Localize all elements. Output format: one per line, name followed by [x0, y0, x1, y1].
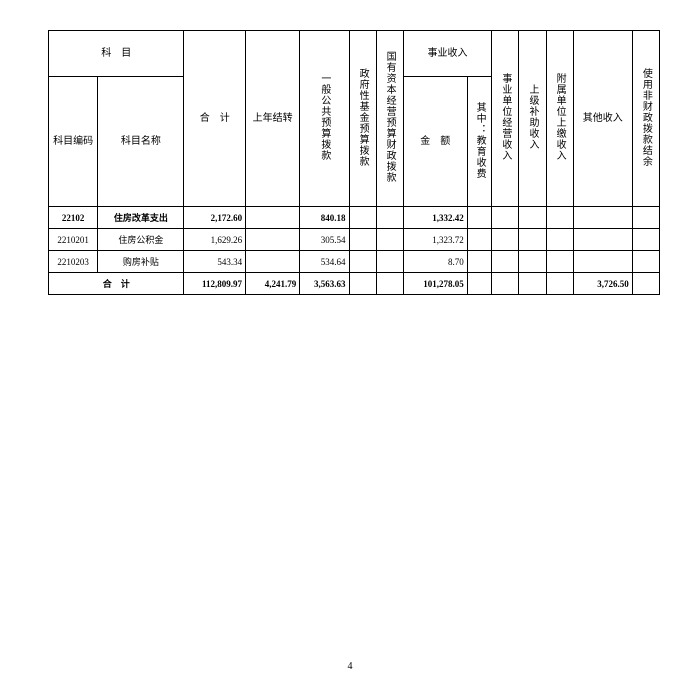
- cell-sup: [519, 273, 546, 295]
- cell-gen: 534.64: [300, 251, 349, 273]
- cell-amt: 8.70: [403, 251, 467, 273]
- col-amount: 金 额: [403, 77, 467, 207]
- cell-aff: [546, 207, 573, 229]
- cell-name: 住房改革支出: [98, 207, 184, 229]
- cell-gen: 305.54: [300, 229, 349, 251]
- cell-code: 22102: [49, 207, 98, 229]
- cell-gov: [349, 273, 376, 295]
- cell-name: 购房补贴: [98, 251, 184, 273]
- cell-total: 1,629.26: [184, 229, 246, 251]
- col-total: 合 计: [184, 31, 246, 207]
- cell-gen: 3,563.63: [300, 273, 349, 295]
- document-page: 科 目 合 计 上年结转 一般公共预算拨款 政府性基金预算拨款 国有资本经营预算…: [0, 0, 700, 295]
- cell-prev: [246, 251, 300, 273]
- cell-oth: [573, 251, 632, 273]
- cell-aff: [546, 273, 573, 295]
- cell-sup: [519, 207, 546, 229]
- cell-oth: [573, 207, 632, 229]
- cell-cap: [376, 229, 403, 251]
- cell-unit: [492, 229, 519, 251]
- cell-total: 2,172.60: [184, 207, 246, 229]
- col-superior-aid: 上级补助收入: [519, 31, 546, 207]
- cell-gov: [349, 207, 376, 229]
- cell-unit: [492, 273, 519, 295]
- col-state-capital: 国有资本经营预算财政拨款: [376, 31, 403, 207]
- cell-total: 112,809.97: [184, 273, 246, 295]
- cell-aff: [546, 251, 573, 273]
- cell-code: 2210203: [49, 251, 98, 273]
- cell-unit: [492, 207, 519, 229]
- cell-total-label: 合 计: [49, 273, 184, 295]
- table-row: 22102 住房改革支出 2,172.60 840.18 1,332.42: [49, 207, 660, 229]
- cell-non: [632, 273, 659, 295]
- col-general-budget: 一般公共预算拨款: [300, 31, 349, 207]
- page-number: 4: [0, 661, 700, 672]
- col-unit-biz: 事业单位经营收入: [492, 31, 519, 207]
- cell-non: [632, 229, 659, 251]
- cell-aff: [546, 229, 573, 251]
- col-other-income: 其他收入: [573, 31, 632, 207]
- col-prev-carry: 上年结转: [246, 31, 300, 207]
- cell-amt: 1,332.42: [403, 207, 467, 229]
- cell-gov: [349, 229, 376, 251]
- cell-total: 543.34: [184, 251, 246, 273]
- cell-oth: 3,726.50: [573, 273, 632, 295]
- cell-oth: [573, 229, 632, 251]
- col-non-fiscal: 使用非财政拨款结余: [632, 31, 659, 207]
- cell-name: 住房公积金: [98, 229, 184, 251]
- cell-prev: [246, 229, 300, 251]
- cell-cap: [376, 273, 403, 295]
- col-code: 科目编码: [49, 77, 98, 207]
- cell-cap: [376, 251, 403, 273]
- budget-table: 科 目 合 计 上年结转 一般公共预算拨款 政府性基金预算拨款 国有资本经营预算…: [48, 30, 660, 295]
- cell-non: [632, 251, 659, 273]
- col-affiliate-remit: 附属单位上缴收入: [546, 31, 573, 207]
- cell-non: [632, 207, 659, 229]
- cell-gov: [349, 251, 376, 273]
- cell-sup: [519, 251, 546, 273]
- col-gov-fund: 政府性基金预算拨款: [349, 31, 376, 207]
- table-body: 22102 住房改革支出 2,172.60 840.18 1,332.42 22…: [49, 207, 660, 295]
- cell-sup: [519, 229, 546, 251]
- col-subject: 科 目: [49, 31, 184, 77]
- table-row: 2210203 购房补贴 543.34 534.64 8.70: [49, 251, 660, 273]
- table-row: 2210201 住房公积金 1,629.26 305.54 1,323.72: [49, 229, 660, 251]
- col-edu-fee: 其中：教育收费: [467, 77, 492, 207]
- col-biz-income: 事业收入: [403, 31, 492, 77]
- cell-edu: [467, 207, 492, 229]
- cell-edu: [467, 251, 492, 273]
- cell-prev: [246, 207, 300, 229]
- cell-edu: [467, 229, 492, 251]
- cell-amt: 1,323.72: [403, 229, 467, 251]
- cell-amt: 101,278.05: [403, 273, 467, 295]
- cell-gen: 840.18: [300, 207, 349, 229]
- cell-unit: [492, 251, 519, 273]
- col-name: 科目名称: [98, 77, 184, 207]
- cell-cap: [376, 207, 403, 229]
- table-total-row: 合 计 112,809.97 4,241.79 3,563.63 101,278…: [49, 273, 660, 295]
- cell-code: 2210201: [49, 229, 98, 251]
- cell-prev: 4,241.79: [246, 273, 300, 295]
- table-header: 科 目 合 计 上年结转 一般公共预算拨款 政府性基金预算拨款 国有资本经营预算…: [49, 31, 660, 207]
- cell-edu: [467, 273, 492, 295]
